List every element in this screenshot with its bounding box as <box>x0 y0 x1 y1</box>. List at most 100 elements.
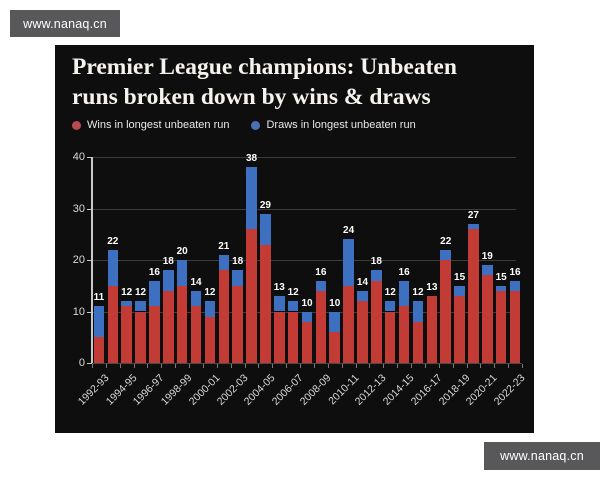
chart-title: Premier League champions: Unbeaten runs … <box>72 53 522 112</box>
x-axis-tick-mark <box>313 364 315 368</box>
legend-item-draws: Draws in longest unbeaten run <box>251 119 416 131</box>
x-axis-tick-mark <box>202 364 204 368</box>
x-axis-tick-mark <box>480 364 482 368</box>
draws-segment-2010-11 <box>343 239 354 286</box>
bar-total-label: 14 <box>356 276 369 288</box>
gridline-40 <box>92 157 516 158</box>
stacked-bar-chart: 0 10 20 30 40 11 1992-93 22 12 1994-95 12 16 1996-97… <box>55 45 534 433</box>
draws-segment-2008-09 <box>315 280 327 291</box>
wins-segment-2003-04 <box>246 229 257 363</box>
x-axis-tick-mark <box>119 364 121 368</box>
x-axis-tick-mark <box>244 364 246 368</box>
y-axis-tick-mark <box>87 311 91 313</box>
wins-segment-1998-99 <box>176 285 188 363</box>
x-axis-tick-mark <box>369 364 371 368</box>
wins-segment-2006-07 <box>287 311 299 363</box>
wins-segment-2015-16 <box>412 321 424 363</box>
bar-total-label: 14 <box>190 276 202 288</box>
draws-segment-2000-01 <box>204 301 216 317</box>
x-axis-tick-mark <box>522 364 523 368</box>
x-axis-tick-mark <box>258 364 260 368</box>
wins-legend-label: Wins in longest unbeaten run <box>87 119 230 131</box>
y-axis-tick-label: 10 <box>72 305 85 318</box>
bar-total-label: 12 <box>204 287 216 299</box>
draws-segment-2001-02 <box>218 254 230 271</box>
wins-segment-2012-13 <box>371 280 382 363</box>
gridline-20 <box>92 260 516 261</box>
draws-segment-2006-07 <box>287 301 299 312</box>
wins-segment-1997-98 <box>163 290 174 363</box>
draws-segment-2018-19 <box>454 285 465 297</box>
watermark-bottom-right: www.nanaq.cn <box>484 442 600 470</box>
bar-total-label: 13 <box>273 282 285 294</box>
wins-segment-1995-96 <box>135 311 146 363</box>
wins-segment-2016-17 <box>426 296 438 363</box>
wins-segment-2021-22 <box>495 290 507 363</box>
x-axis-tick-mark <box>175 364 177 368</box>
x-axis-tick-mark <box>341 364 343 368</box>
bar-total-label: 10 <box>329 297 341 309</box>
wins-segment-1996-97 <box>149 306 160 363</box>
x-axis-tick-mark <box>397 364 399 368</box>
y-axis-tick-label: 30 <box>72 202 85 215</box>
bar-total-label: 21 <box>218 240 230 252</box>
bar-total-label: 13 <box>426 282 438 294</box>
draws-segment-2004-05 <box>260 213 271 245</box>
draws-legend-label: Draws in longest unbeaten run <box>266 119 416 131</box>
x-axis-tick-mark <box>133 364 135 368</box>
gridline-30 <box>92 208 516 210</box>
x-axis-tick-mark <box>327 364 329 368</box>
wins-segment-2008-09 <box>315 290 327 363</box>
x-axis-tick-mark <box>272 364 274 368</box>
wins-segment-2009-10 <box>329 332 340 363</box>
x-axis-tick-mark <box>383 364 385 368</box>
draws-segment-2015-16 <box>412 301 424 322</box>
x-axis-tick-mark <box>466 364 468 368</box>
wins-segment-1992-93 <box>93 337 105 363</box>
wins-segment-2018-19 <box>454 296 465 363</box>
wins-segment-2010-11 <box>343 285 354 363</box>
bar-total-label: 15 <box>495 271 507 283</box>
wins-segment-2013-14 <box>384 311 396 363</box>
wins-segment-2004-05 <box>260 244 271 363</box>
chart-title-line2: runs broken down by wins & draws <box>72 83 431 110</box>
watermark-text: www.nanaq.cn <box>500 449 584 463</box>
draws-segment-1997-98 <box>163 270 174 291</box>
x-axis-tick-mark <box>355 364 357 368</box>
x-axis-tick-mark <box>92 364 93 368</box>
draws-segment-1999-00 <box>190 290 202 307</box>
bar-total-label: 38 <box>245 153 258 165</box>
draws-segment-2022-23 <box>509 280 521 291</box>
watermark-top-left: www.nanaq.cn <box>10 10 120 37</box>
y-axis-tick-mark <box>87 208 91 210</box>
wins-segment-2019-20 <box>468 229 479 363</box>
x-axis-tick-mark <box>508 364 510 368</box>
y-axis-tick-label: 40 <box>72 151 85 163</box>
draws-segment-2003-04 <box>246 167 257 230</box>
y-axis-tick-label: 0 <box>78 357 85 369</box>
wins-segment-2001-02 <box>218 270 230 363</box>
y-axis-tick-mark <box>87 260 91 261</box>
wins-segment-2002-03 <box>232 285 243 363</box>
y-axis-line <box>91 157 93 364</box>
draws-segment-1996-97 <box>149 280 160 307</box>
y-axis-tick-mark <box>87 363 91 364</box>
wins-segment-1999-00 <box>190 306 202 363</box>
watermark-text: www.nanaq.cn <box>23 16 107 31</box>
wins-segment-2000-01 <box>204 316 216 363</box>
x-axis-tick-mark <box>286 364 288 368</box>
draws-segment-2002-03 <box>232 270 243 286</box>
draws-segment-2009-10 <box>329 311 340 333</box>
draws-segment-2021-22 <box>495 285 507 291</box>
bar-total-label: 16 <box>398 266 410 278</box>
x-axis-tick-mark <box>411 364 413 368</box>
bar-total-label: 24 <box>343 225 355 237</box>
legend-item-wins: Wins in longest unbeaten run <box>72 119 229 131</box>
bar-total-label: 18 <box>162 256 174 268</box>
bar-total-label: 12 <box>287 287 299 299</box>
x-axis-tick-mark <box>161 364 163 368</box>
x-axis-tick-mark <box>216 364 218 368</box>
draws-legend-dot-icon <box>251 120 261 130</box>
bar-total-label: 16 <box>148 266 160 278</box>
